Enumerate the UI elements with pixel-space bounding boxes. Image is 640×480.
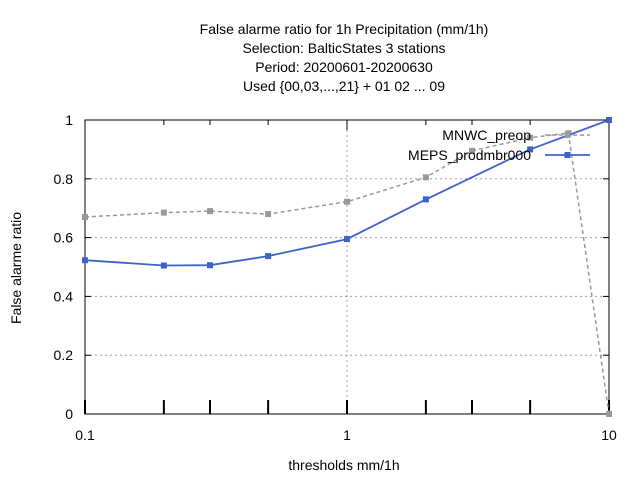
data-point: [160, 262, 167, 269]
legend-marker: [564, 132, 571, 138]
legend-marker: [564, 152, 571, 158]
title-line: Period: 20200601-20200630: [255, 59, 433, 75]
legend-label: MEPS_prodmbr000: [408, 147, 531, 163]
data-point: [344, 236, 350, 243]
series-layer: [82, 117, 612, 417]
data-point: [207, 208, 214, 215]
data-point: [606, 411, 612, 417]
title-line: Used {00,03,...,21} + 01 02 ... 09: [243, 78, 445, 94]
axes: 0 0.2 0.4 0.6 0.8 1 0.1 1 10: [54, 112, 617, 443]
series-line-1: [84, 119, 610, 267]
data-point: [82, 257, 88, 264]
x-axis-label: thresholds mm/1h: [288, 457, 399, 473]
data-point: [469, 147, 476, 154]
title-line: False alarme ratio for 1h Precipitation …: [200, 21, 489, 37]
y-tick-label: 0.6: [54, 230, 74, 246]
data-point: [265, 211, 272, 218]
x-tick-label: 10: [601, 427, 617, 443]
x-tick-label: 1: [343, 427, 351, 443]
y-axis-label: False alarme ratio: [8, 212, 24, 324]
chart-title: False alarme ratio for 1h Precipitation …: [200, 21, 489, 94]
y-tick-label: 0.4: [54, 288, 74, 304]
data-point: [82, 214, 88, 221]
data-point: [422, 174, 429, 181]
series-line-0: [84, 132, 610, 415]
legend-label: MNWC_preop: [442, 127, 531, 143]
y-tick-label: 1: [65, 112, 73, 128]
data-point: [527, 134, 534, 141]
data-point: [606, 117, 612, 123]
data-point: [422, 196, 429, 203]
data-point: [265, 253, 272, 260]
legend: MNWC_preop MEPS_prodmbr000: [408, 127, 590, 163]
data-point: [160, 209, 167, 216]
y-tick-label: 0.8: [54, 171, 74, 187]
title-line: Selection: BalticStates 3 stations: [242, 40, 445, 56]
data-point: [344, 198, 350, 205]
x-tick-label: 0.1: [75, 427, 95, 443]
y-tick-label: 0: [65, 406, 73, 422]
y-tick-label: 0.2: [54, 347, 74, 363]
data-point: [527, 146, 534, 153]
data-point: [207, 262, 214, 269]
